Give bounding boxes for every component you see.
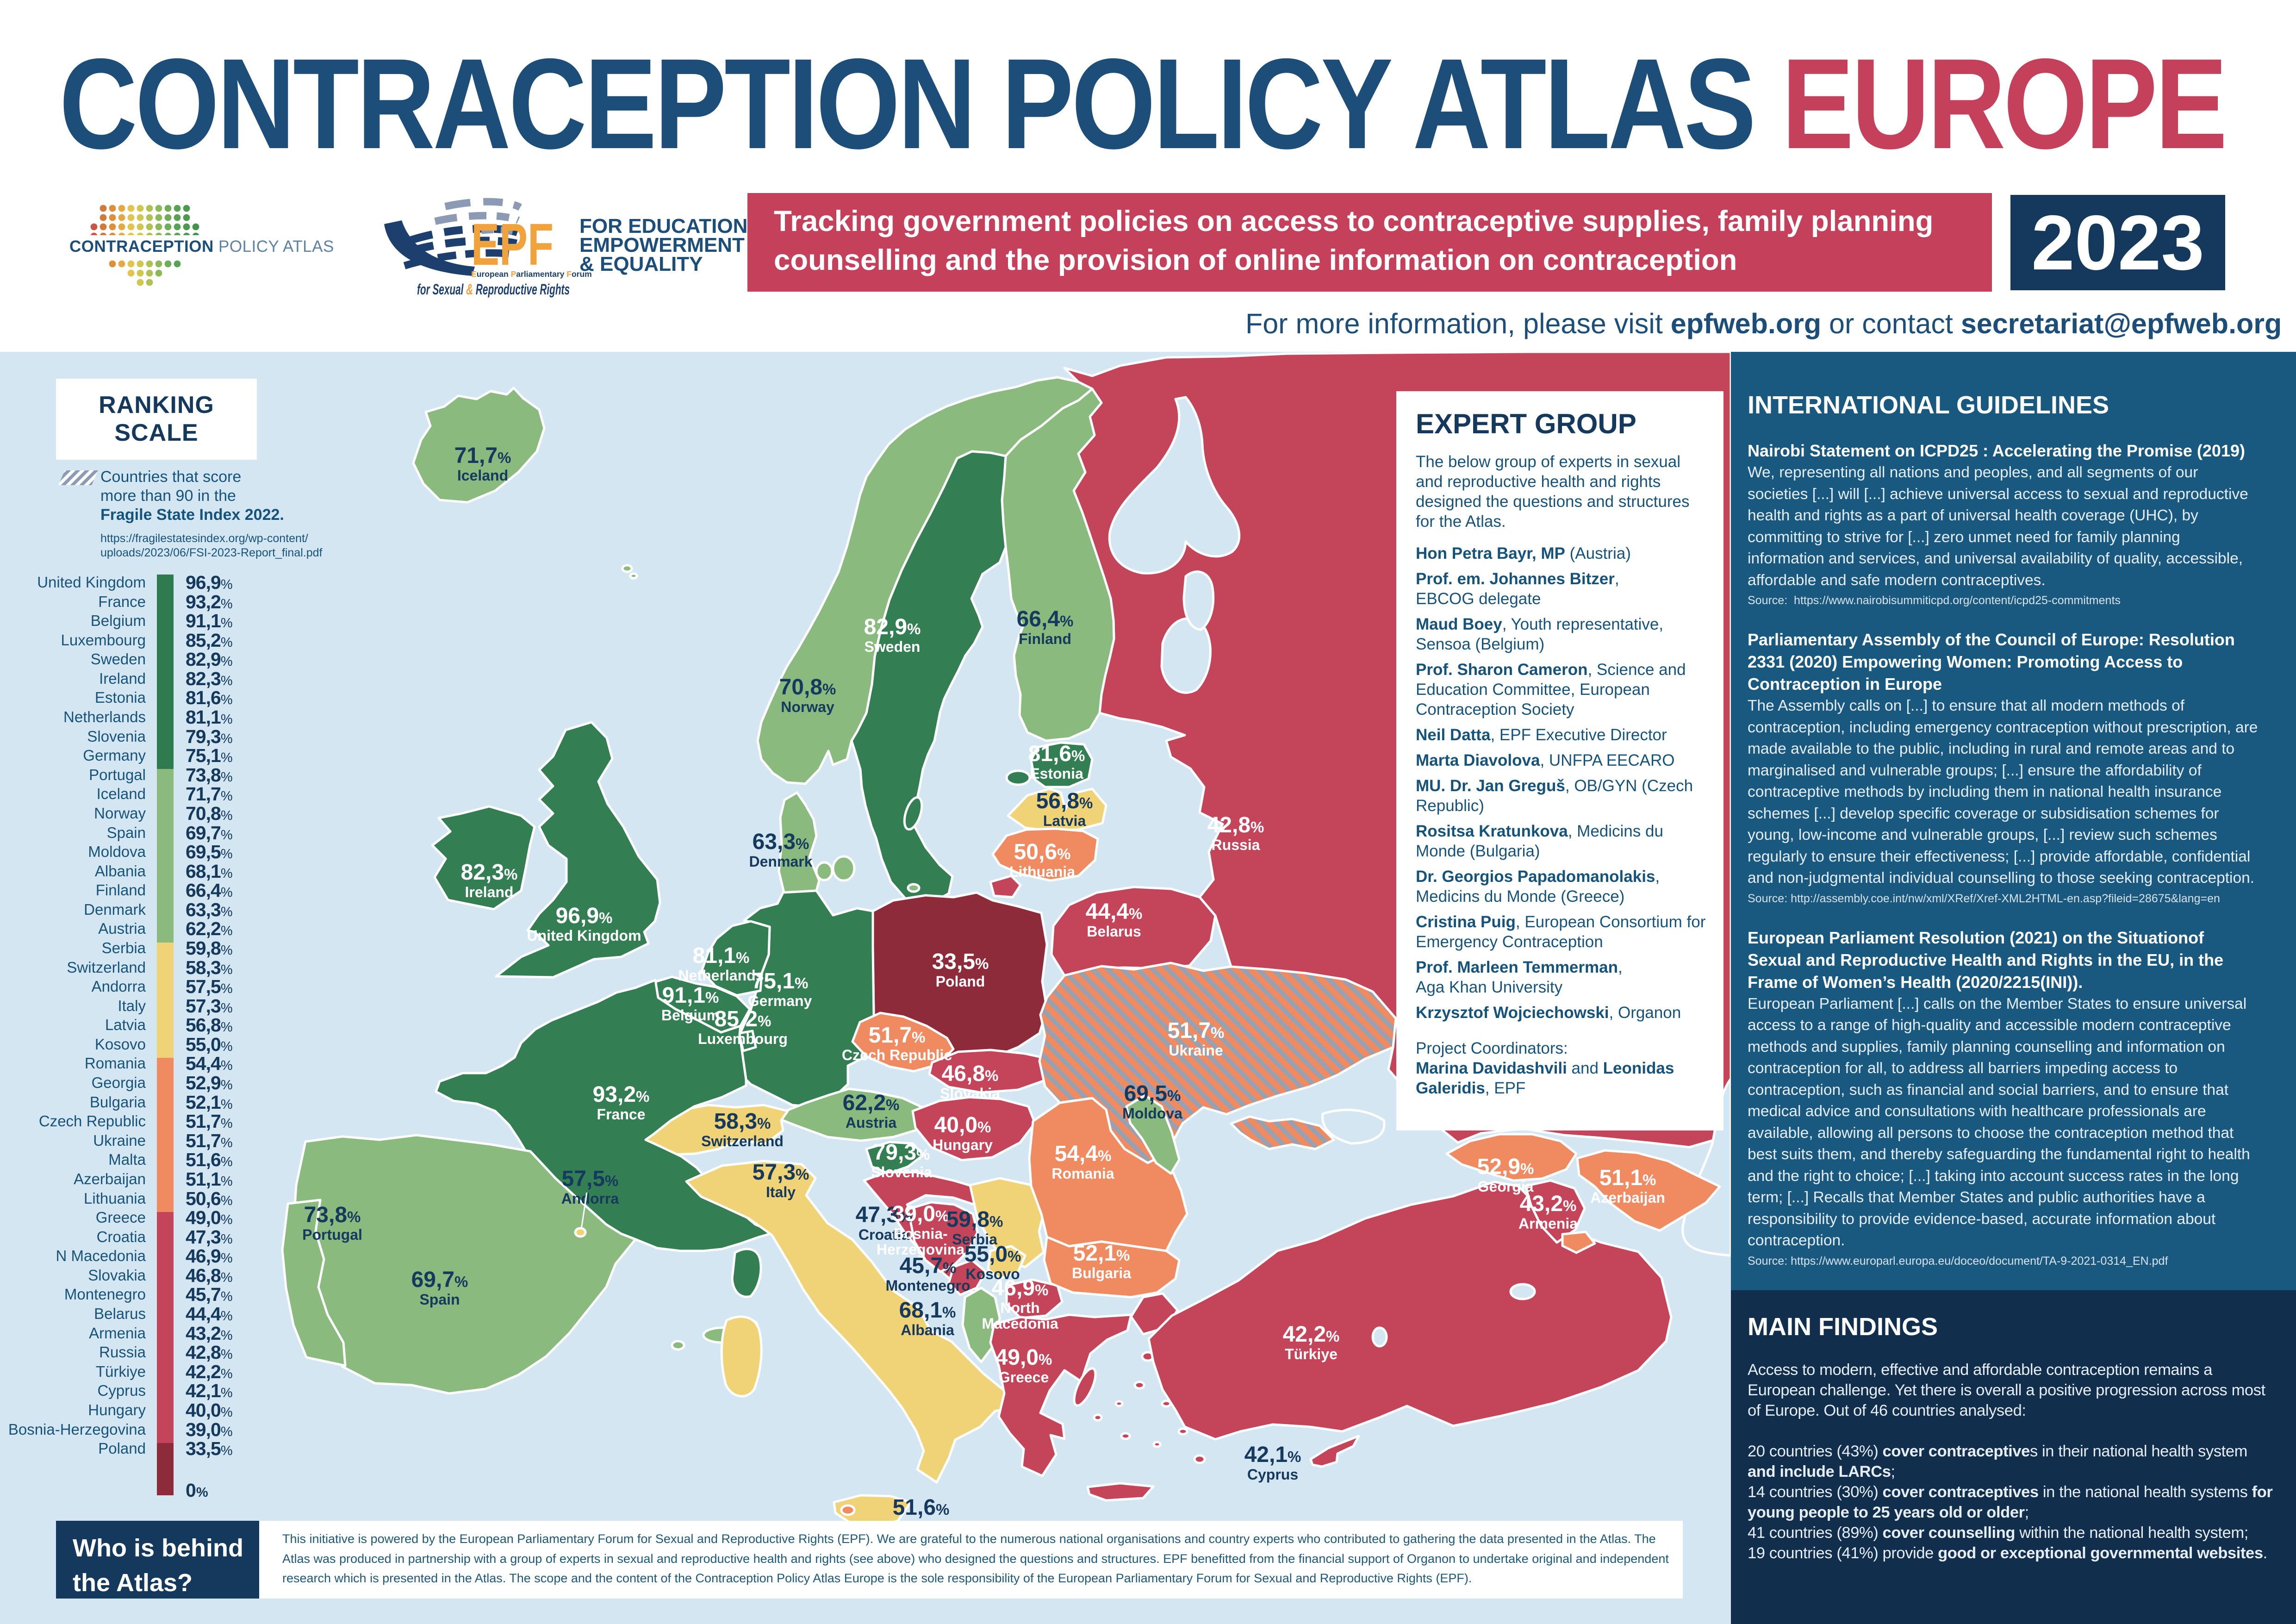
svg-text:Sweden: Sweden	[865, 638, 921, 655]
svg-text:Luxembourg: Luxembourg	[698, 1031, 788, 1047]
svg-text:39,0%: 39,0%	[892, 1202, 949, 1226]
svg-text:Andorra: Andorra	[561, 1190, 619, 1207]
svg-text:EPF: EPF	[471, 212, 554, 278]
svg-text:Belarus: Belarus	[1087, 923, 1141, 940]
svg-text:82,9%: 82,9%	[864, 615, 921, 639]
svg-text:Bulgaria: Bulgaria	[1072, 1265, 1131, 1281]
svg-text:51,7%: 51,7%	[1168, 1018, 1225, 1043]
svg-text:Latvia: Latvia	[1043, 812, 1086, 829]
svg-text:52,9%: 52,9%	[1477, 1155, 1534, 1179]
svg-text:69,5%: 69,5%	[1124, 1081, 1181, 1106]
svg-text:Kosovo: Kosovo	[965, 1266, 1020, 1282]
svg-text:71,7%: 71,7%	[454, 443, 511, 468]
svg-text:82,3%: 82,3%	[461, 860, 518, 885]
svg-text:Czech Republic: Czech Republic	[842, 1047, 952, 1063]
svg-text:Croatia: Croatia	[859, 1226, 909, 1243]
svg-text:69,7%: 69,7%	[411, 1268, 468, 1292]
svg-text:33,5%: 33,5%	[932, 949, 989, 974]
svg-text:Ireland: Ireland	[465, 884, 514, 900]
svg-text:51,1%: 51,1%	[1599, 1166, 1656, 1190]
svg-text:United Kingdom: United Kingdom	[527, 927, 641, 944]
svg-text:Finland: Finland	[1019, 631, 1071, 647]
svg-text:46,8%: 46,8%	[942, 1062, 999, 1086]
svg-text:Azerbaijan: Azerbaijan	[1590, 1189, 1665, 1206]
svg-text:54,4%: 54,4%	[1055, 1142, 1112, 1166]
svg-text:Italy: Italy	[766, 1184, 796, 1200]
svg-text:46,9%: 46,9%	[992, 1276, 1049, 1300]
svg-text:43,2%: 43,2%	[1520, 1192, 1577, 1216]
svg-text:France: France	[597, 1106, 646, 1123]
svg-text:81,1%: 81,1%	[693, 943, 750, 968]
svg-text:51,7%: 51,7%	[869, 1023, 926, 1048]
svg-text:Georgia: Georgia	[1478, 1178, 1534, 1195]
svg-text:Macedonia: Macedonia	[982, 1315, 1058, 1332]
svg-text:59,8%: 59,8%	[946, 1207, 1003, 1232]
svg-text:Hungary: Hungary	[933, 1137, 993, 1153]
svg-text:50,6%: 50,6%	[1014, 840, 1071, 864]
svg-text:Spain: Spain	[419, 1291, 460, 1308]
svg-text:Bosnia-: Bosnia-	[893, 1225, 947, 1242]
svg-text:79,3%: 79,3%	[873, 1140, 930, 1165]
svg-text:Ukraine: Ukraine	[1169, 1042, 1223, 1059]
svg-text:42,2%: 42,2%	[1283, 1322, 1340, 1347]
svg-text:Belgium: Belgium	[661, 1007, 720, 1024]
svg-text:Greece: Greece	[999, 1369, 1049, 1386]
svg-text:Switzerland: Switzerland	[701, 1133, 784, 1149]
svg-text:Estonia: Estonia	[1030, 765, 1083, 782]
svg-text:63,3%: 63,3%	[753, 830, 809, 854]
svg-text:Türkiye: Türkiye	[1285, 1346, 1338, 1362]
svg-text:Cyprus: Cyprus	[1247, 1466, 1298, 1483]
svg-text:Austria: Austria	[846, 1114, 896, 1131]
svg-text:58,3%: 58,3%	[714, 1109, 771, 1134]
svg-text:42,8%: 42,8%	[1207, 813, 1264, 837]
svg-text:57,3%: 57,3%	[753, 1160, 809, 1185]
svg-text:52,1%: 52,1%	[1073, 1241, 1130, 1266]
svg-text:56,8%: 56,8%	[1036, 789, 1093, 813]
svg-text:62,2%: 62,2%	[843, 1091, 900, 1115]
svg-text:51,6%: 51,6%	[893, 1495, 950, 1520]
svg-text:North: North	[1000, 1299, 1039, 1316]
svg-text:Albania: Albania	[901, 1322, 954, 1338]
svg-text:Netherlands: Netherlands	[678, 967, 764, 984]
svg-text:49,0%: 49,0%	[996, 1345, 1052, 1370]
svg-text:66,4%: 66,4%	[1017, 607, 1074, 631]
svg-text:Germany: Germany	[748, 993, 812, 1009]
svg-text:73,8%: 73,8%	[304, 1203, 361, 1227]
svg-text:Portugal: Portugal	[302, 1226, 362, 1243]
svg-text:68,1%: 68,1%	[899, 1298, 956, 1323]
svg-text:Moldova: Moldova	[1122, 1105, 1182, 1122]
svg-text:40,0%: 40,0%	[934, 1113, 991, 1137]
svg-text:47,3%: 47,3%	[856, 1203, 913, 1227]
svg-text:Slovakia: Slovakia	[940, 1085, 1000, 1102]
svg-text:57,5%: 57,5%	[562, 1167, 619, 1191]
svg-text:Iceland: Iceland	[457, 467, 508, 484]
svg-text:Poland: Poland	[936, 973, 985, 990]
svg-text:93,2%: 93,2%	[593, 1082, 650, 1107]
svg-text:European Parliamentary Forum: European Parliamentary Forum	[471, 269, 592, 279]
svg-text:Lithuania: Lithuania	[1009, 863, 1075, 880]
svg-text:45,7%: 45,7%	[900, 1254, 957, 1278]
svg-text:85,2%: 85,2%	[715, 1007, 772, 1031]
svg-text:Slovenia: Slovenia	[871, 1164, 932, 1181]
svg-text:55,0%: 55,0%	[964, 1242, 1021, 1267]
svg-text:Romania: Romania	[1052, 1165, 1114, 1182]
svg-text:Montenegro: Montenegro	[885, 1277, 970, 1294]
svg-text:Norway: Norway	[781, 699, 834, 715]
svg-text:81,6%: 81,6%	[1028, 742, 1085, 766]
svg-text:42,1%: 42,1%	[1244, 1443, 1301, 1467]
svg-text:for Sexual & Reproductive Righ: for Sexual & Reproductive Rights	[417, 281, 570, 298]
svg-text:91,1%: 91,1%	[662, 983, 719, 1008]
svg-text:44,4%: 44,4%	[1086, 899, 1143, 924]
svg-text:Serbia: Serbia	[952, 1231, 997, 1248]
svg-text:Russia: Russia	[1212, 837, 1260, 853]
svg-text:70,8%: 70,8%	[779, 675, 836, 700]
svg-text:Herzegovina: Herzegovina	[877, 1241, 964, 1258]
svg-text:Denmark: Denmark	[749, 853, 813, 870]
svg-text:Armenia: Armenia	[1518, 1215, 1578, 1232]
svg-text:96,9%: 96,9%	[556, 904, 613, 928]
svg-text:75,1%: 75,1%	[752, 969, 809, 993]
